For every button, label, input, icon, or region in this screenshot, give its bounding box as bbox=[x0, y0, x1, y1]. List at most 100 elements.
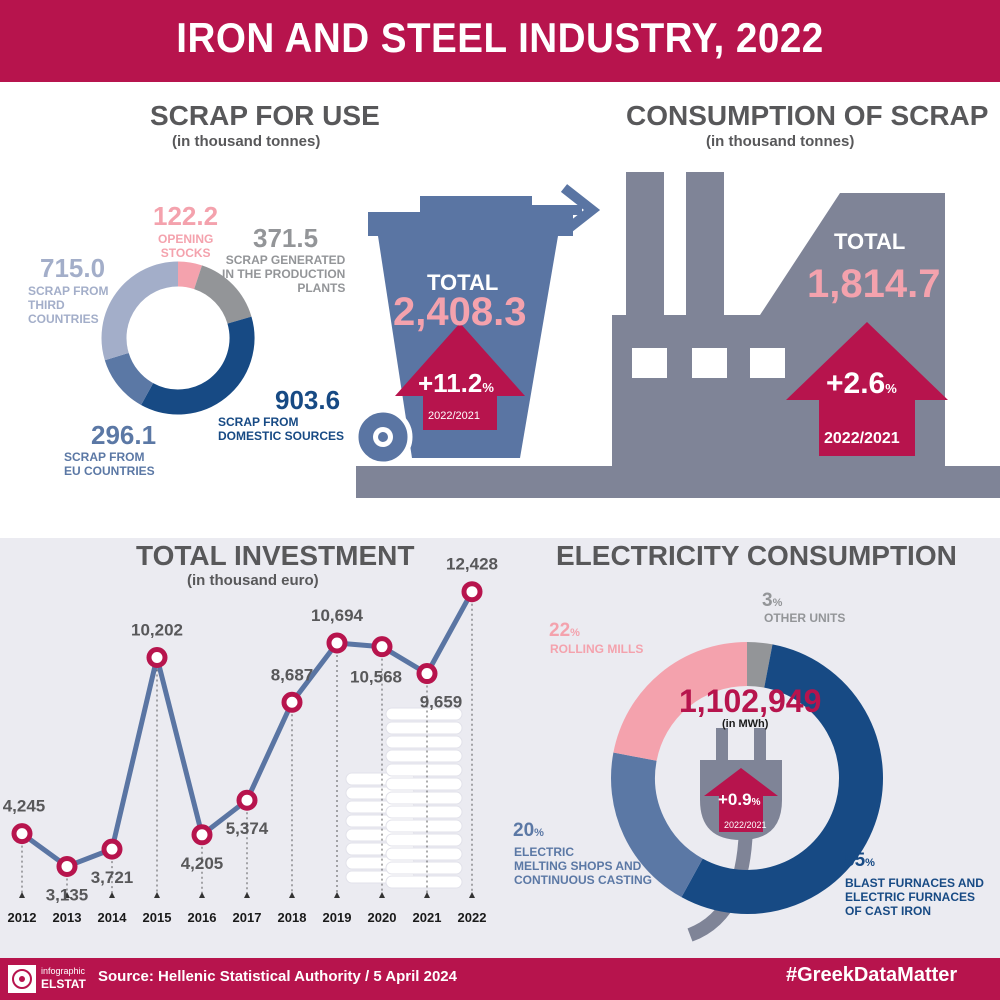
data-label: 5,374 bbox=[226, 819, 269, 838]
scrap-donut-slice bbox=[101, 261, 179, 361]
logo-line1: infographic bbox=[41, 966, 86, 976]
x-tick-label: 2015 bbox=[143, 910, 172, 925]
electricity-donut-slice bbox=[681, 644, 883, 914]
tick-mark bbox=[109, 892, 115, 898]
electricity-donut-slice bbox=[613, 642, 748, 762]
data-label: 10,568 bbox=[350, 668, 402, 687]
tick-mark bbox=[469, 892, 475, 898]
x-tick-label: 2018 bbox=[278, 910, 307, 925]
footer-source: Source: Hellenic Statistical Authority /… bbox=[98, 968, 457, 985]
opening-stocks-value: 122.2 bbox=[153, 201, 219, 231]
data-point bbox=[326, 632, 348, 654]
rolling-mills-label: ROLLING MILLS bbox=[550, 642, 644, 656]
consumption-unit: (in thousand tonnes) bbox=[706, 133, 855, 150]
blast-furnaces-label: BLAST FURNACES AND ELECTRIC FURNACES OF CA… bbox=[845, 876, 984, 918]
rolling-mills-pct: 22% bbox=[549, 620, 580, 641]
data-point bbox=[146, 647, 168, 669]
opening-stocks-label: OPENING STOCKS bbox=[158, 232, 214, 260]
data-point bbox=[11, 823, 33, 845]
header-banner: IRON AND STEEL INDUSTRY, 2022 bbox=[0, 0, 1000, 82]
electricity-donut-slice bbox=[611, 752, 704, 898]
footer-hashtag: #GreekDataMatter bbox=[786, 964, 958, 986]
x-tick-label: 2020 bbox=[368, 910, 397, 925]
arrow-right-icon bbox=[532, 184, 601, 236]
elstat-logo-icon bbox=[8, 965, 36, 993]
data-point bbox=[416, 663, 438, 685]
consumption-total-value: 1,814.7 bbox=[807, 262, 941, 306]
scrap-use-unit: (in thousand tonnes) bbox=[172, 133, 321, 150]
x-tick-label: 2021 bbox=[413, 910, 442, 925]
x-tick-label: 2014 bbox=[98, 910, 128, 925]
data-point bbox=[56, 855, 78, 877]
x-tick-label: 2016 bbox=[188, 910, 217, 925]
production-scrap-label: SCRAP GENERATED IN THE PRODUCTION PLANTS bbox=[222, 253, 346, 295]
data-point bbox=[281, 691, 303, 713]
data-label: 3,721 bbox=[91, 868, 134, 887]
data-point bbox=[236, 789, 258, 811]
data-label: 12,428 bbox=[446, 555, 498, 574]
electricity-heading: ELECTRICITY CONSUMPTION bbox=[556, 540, 957, 571]
consumption-heading: CONSUMPTION OF SCRAP bbox=[626, 100, 989, 131]
electricity-total-value: 1,102,949 bbox=[679, 683, 822, 719]
tick-mark bbox=[379, 892, 385, 898]
data-label: 3,135 bbox=[46, 885, 89, 904]
scrap-donut-slice bbox=[193, 265, 252, 325]
data-label: 9,659 bbox=[420, 693, 463, 712]
tick-mark bbox=[424, 892, 430, 898]
tick-mark bbox=[19, 892, 25, 898]
data-label: 10,202 bbox=[131, 621, 183, 640]
third-countries-value: 715.0 bbox=[40, 253, 106, 283]
eu-label: SCRAP FROM EU COUNTRIES bbox=[64, 450, 155, 478]
footer-banner bbox=[0, 958, 1000, 1000]
data-label: 4,205 bbox=[181, 854, 224, 873]
x-tick-label: 2019 bbox=[323, 910, 352, 925]
blast-furnaces-pct: 55% bbox=[844, 850, 875, 871]
electricity-donut-slice bbox=[746, 642, 773, 688]
scrap-use-total-label: TOTAL bbox=[427, 270, 499, 295]
tick-mark bbox=[244, 892, 250, 898]
data-point bbox=[461, 581, 483, 603]
melting-shops-label: ELECTRIC MELTING SHOPS AND CONTINUOUS CAST… bbox=[514, 845, 652, 887]
scrap-use-heading: SCRAP FOR USE bbox=[150, 100, 380, 131]
electricity-change: +0.9% bbox=[718, 790, 761, 809]
x-tick-label: 2022 bbox=[458, 910, 487, 925]
data-point bbox=[101, 838, 123, 860]
logo-line2: ELSTAT bbox=[41, 977, 86, 991]
other-units-pct: 3% bbox=[762, 590, 783, 611]
scrap-donut-slice bbox=[141, 316, 255, 415]
other-units-label: OTHER UNITS bbox=[764, 611, 846, 625]
data-label: 8,687 bbox=[271, 665, 314, 684]
scrap-donut-slice bbox=[177, 261, 202, 290]
tick-mark bbox=[154, 892, 160, 898]
scrap-donut-slice bbox=[104, 352, 154, 405]
domestic-label: SCRAP FROM DOMESTIC SOURCES bbox=[218, 415, 345, 443]
tick-mark bbox=[289, 892, 295, 898]
domestic-value: 903.6 bbox=[275, 385, 341, 415]
x-tick-label: 2013 bbox=[53, 910, 82, 925]
investment-heading: TOTAL INVESTMENT bbox=[136, 540, 415, 571]
arrow-up-icon bbox=[395, 323, 525, 430]
x-tick-label: 2017 bbox=[233, 910, 262, 925]
tick-mark bbox=[334, 892, 340, 898]
consumption-change: +2.6% bbox=[826, 367, 897, 400]
electricity-unit: (in MWh) bbox=[722, 718, 769, 730]
arrow-up-icon bbox=[786, 322, 948, 456]
data-point bbox=[191, 824, 213, 846]
x-tick-label: 2012 bbox=[8, 910, 37, 925]
data-point bbox=[371, 636, 393, 658]
coins-icon bbox=[345, 707, 463, 889]
consumption-period: 2022/2021 bbox=[824, 430, 900, 447]
tick-mark bbox=[199, 892, 205, 898]
data-label: 4,245 bbox=[3, 797, 46, 816]
data-label: 10,694 bbox=[311, 606, 364, 625]
investment-unit: (in thousand euro) bbox=[187, 572, 319, 589]
eu-value: 296.1 bbox=[91, 420, 157, 450]
scrap-use-total-value: 2,408.3 bbox=[393, 290, 527, 334]
page-title: IRON AND STEEL INDUSTRY, 2022 bbox=[176, 14, 824, 61]
production-scrap-value: 371.5 bbox=[253, 223, 319, 253]
tick-mark bbox=[64, 892, 70, 898]
melting-shops-pct: 20% bbox=[513, 820, 544, 841]
consumption-total-label: TOTAL bbox=[834, 229, 906, 254]
